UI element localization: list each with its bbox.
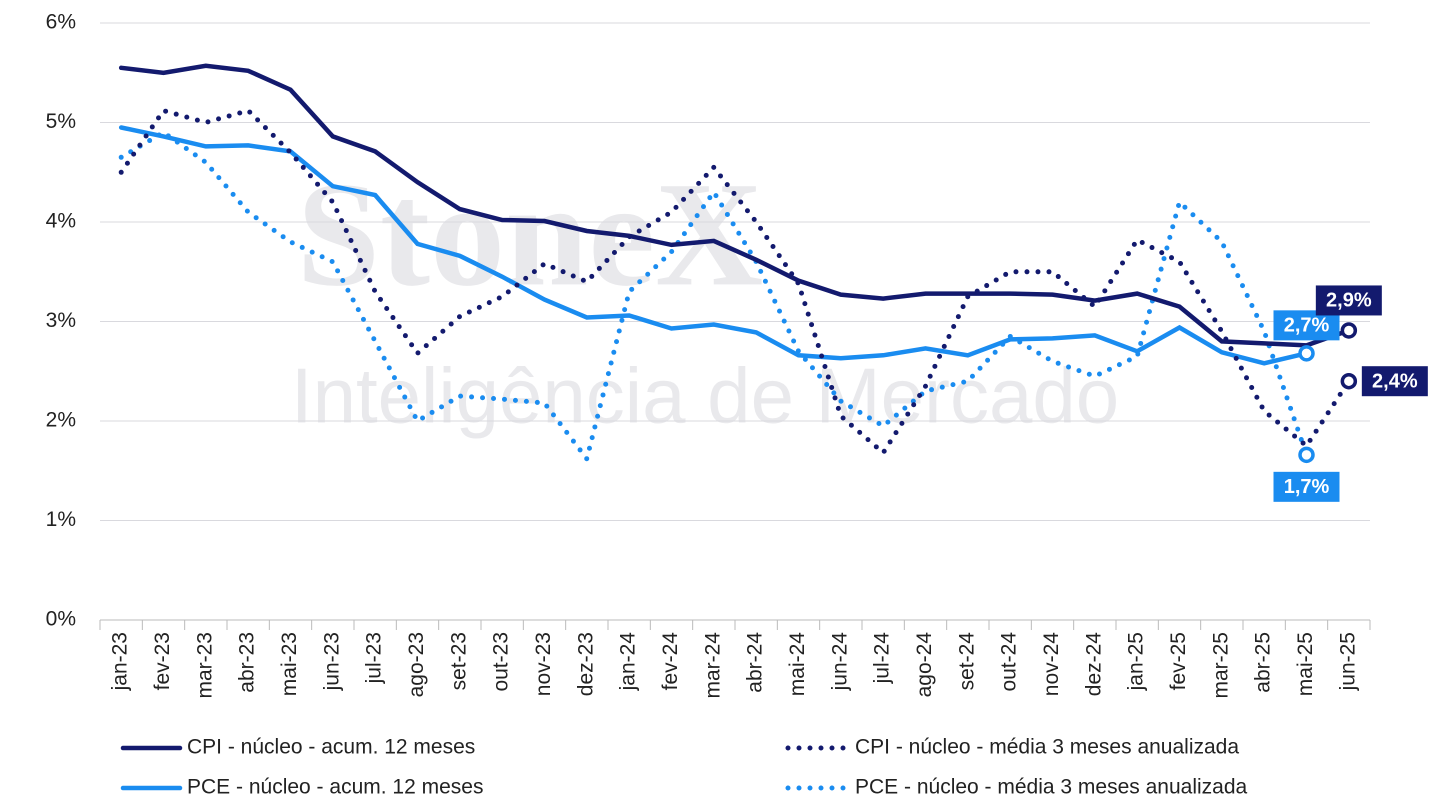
x-tick-label: nov-24 [1040, 632, 1063, 697]
x-tick-label: mai-25 [1294, 632, 1317, 696]
x-tick-label: mai-24 [786, 632, 809, 697]
x-tick-label: fev-23 [151, 632, 174, 690]
y-tick-label: 2% [46, 409, 76, 432]
x-tick-label: fev-25 [1167, 632, 1190, 690]
x-tick-label: mar-23 [193, 632, 216, 699]
x-tick-label: abr-24 [744, 632, 767, 693]
end-point [1298, 446, 1315, 464]
x-tick-label: out-24 [998, 632, 1021, 692]
x-tick-label: jun-23 [320, 632, 343, 691]
x-tick-label: out-23 [490, 632, 513, 692]
y-tick-label: 5% [46, 110, 76, 133]
y-tick-label: 6% [46, 11, 76, 34]
series-line [118, 107, 1352, 457]
x-tick-label: mar-24 [701, 632, 724, 699]
value-label: 2,9% [1326, 290, 1372, 312]
x-tick-label: dez-23 [574, 632, 597, 696]
y-tick-label: 1% [46, 508, 76, 531]
value-label-box [1361, 366, 1428, 397]
x-tick-label: fev-24 [659, 632, 682, 691]
watermark-text: Inteligência de Mercado [291, 352, 1119, 440]
x-tick-label: ago-24 [913, 632, 936, 698]
x-tick-label: mar-25 [1209, 632, 1232, 699]
end-point [1340, 372, 1358, 390]
x-tick-label: set-23 [447, 632, 470, 690]
x-tick-label: jan-23 [109, 632, 132, 691]
x-tick-label: nov-23 [532, 632, 555, 696]
series-line [118, 125, 1309, 366]
x-tick-label: abr-23 [236, 632, 259, 693]
x-tick-label: abr-25 [1252, 632, 1275, 693]
legend-label: PCE - núcleo - acum. 12 meses [187, 776, 483, 799]
x-tick-label: jan-24 [617, 632, 640, 692]
value-label: 2,7% [1284, 315, 1330, 337]
x-tick-label: jun-25 [1336, 632, 1359, 691]
series-line [118, 129, 1309, 465]
y-tick-label: 3% [46, 309, 76, 332]
y-tick-label: 0% [46, 608, 76, 631]
x-tick-label: jan-25 [1125, 632, 1148, 691]
value-label: 2,4% [1372, 370, 1418, 392]
value-label: 1,7% [1284, 476, 1330, 498]
x-tick-label: set-24 [955, 632, 978, 691]
x-tick-label: ago-23 [405, 632, 428, 697]
x-tick-label: dez-24 [1082, 632, 1105, 697]
series-line [118, 63, 1352, 348]
end-point [1298, 345, 1315, 362]
legend-label: CPI - núcleo - acum. 12 meses [187, 736, 475, 759]
x-tick-label: jul-24 [871, 632, 894, 685]
x-tick-label: jul-23 [363, 632, 386, 684]
y-tick-label: 4% [46, 210, 76, 233]
value-label-box [1273, 471, 1340, 502]
legend-label: CPI - núcleo - média 3 meses anualizada [855, 736, 1239, 759]
value-label-box [1315, 285, 1382, 316]
end-point [1340, 322, 1358, 339]
legend-label: PCE - núcleo - média 3 meses anualizada [855, 776, 1248, 799]
x-tick-label: mai-23 [278, 632, 301, 696]
x-tick-label: jun-24 [828, 632, 851, 692]
